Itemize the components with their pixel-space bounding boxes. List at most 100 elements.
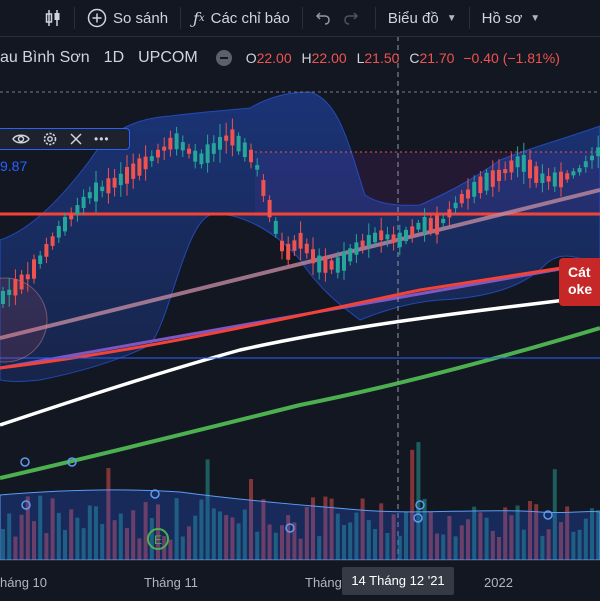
volume-bar: [565, 506, 570, 560]
candle-body: [335, 257, 340, 273]
candle-body: [125, 166, 129, 184]
ellipse-drawing[interactable]: [0, 277, 48, 363]
gear-icon[interactable]: [42, 131, 58, 147]
redo-button[interactable]: [337, 0, 365, 36]
candle-body: [490, 170, 495, 187]
event-markers[interactable]: [20, 457, 553, 533]
ma-white: [0, 294, 600, 427]
symbol-legend: au Bình Sơn 1D UPCOM O22.00 H22.00 L21.5…: [0, 44, 600, 72]
candle-body: [317, 255, 322, 273]
candle-body: [577, 168, 582, 173]
volume-bar: [453, 536, 458, 560]
candle-body: [366, 235, 371, 247]
symbol-name[interactable]: au Bình Sơn: [0, 49, 90, 66]
volume-bar: [410, 449, 415, 560]
note-line-2: oke: [568, 281, 593, 297]
earnings-icon[interactable]: E: [147, 528, 169, 550]
candle-body: [56, 226, 61, 238]
volume-bar: [38, 495, 43, 560]
svg-text:E: E: [154, 533, 162, 547]
candle-body: [280, 240, 284, 252]
undo-button[interactable]: [309, 0, 337, 36]
volume-bar: [94, 506, 98, 560]
candle-body: [218, 136, 222, 150]
candles-icon: [45, 10, 60, 26]
volume-bar: [44, 533, 49, 560]
volume-bar: [583, 518, 588, 560]
volume-bar: [323, 496, 328, 560]
x-label: 2022: [484, 575, 513, 590]
volume-bar: [509, 515, 514, 560]
volume-bar: [459, 525, 464, 560]
candlesticks: [1, 118, 600, 309]
volume-bar: [379, 503, 384, 560]
indicators-label: Các chỉ báo: [210, 9, 290, 27]
volume-bar: [87, 505, 92, 560]
ma-green: [0, 326, 600, 480]
trend-line-pink[interactable]: [0, 188, 600, 340]
time-axis[interactable]: háng 10 Tháng 11 Tháng 2022 14 Tháng 12 …: [0, 560, 600, 601]
volume-bar: [286, 515, 291, 560]
x-label: Tháng 11: [144, 575, 198, 590]
volume-bars: [1, 442, 600, 560]
volume-bar: [149, 518, 154, 560]
candle-body: [242, 142, 247, 158]
compare-button[interactable]: So sánh: [81, 0, 174, 36]
candle-body: [323, 257, 328, 273]
volume-ma: [0, 489, 600, 561]
volume-bar: [224, 515, 229, 560]
candle-body: [459, 194, 464, 204]
close-icon[interactable]: [70, 133, 82, 145]
divider: [180, 7, 182, 29]
candle-body: [292, 240, 297, 251]
candle-body: [174, 133, 179, 150]
volume-bar: [435, 533, 439, 560]
candle-body: [106, 178, 111, 194]
chevron-down-icon: ▼: [446, 12, 457, 24]
candle-body: [559, 171, 563, 188]
volume-bar: [180, 536, 185, 560]
interval[interactable]: 1D: [103, 49, 125, 66]
volume-bar: [292, 522, 297, 560]
volume-bar: [515, 505, 520, 560]
volume-bar: [7, 513, 12, 560]
volume-bar: [137, 538, 142, 560]
divider: [74, 7, 75, 29]
volume-bar: [205, 459, 210, 560]
volume-bar: [404, 512, 408, 560]
profile-button[interactable]: Hồ sơ ▼: [476, 0, 547, 36]
volume-bar: [131, 510, 136, 560]
volume-bar: [571, 531, 576, 560]
text-note[interactable]: Cát oke: [559, 258, 600, 306]
candle-body: [273, 220, 278, 234]
candle-body: [391, 234, 396, 243]
volume-bar: [385, 532, 390, 560]
candle-body: [224, 135, 229, 141]
chevron-down-icon: ▼: [530, 12, 541, 24]
candle-body: [44, 244, 49, 257]
undo-icon: [315, 12, 330, 25]
volume-bar: [298, 538, 303, 560]
more-icon[interactable]: •••: [94, 132, 110, 146]
candle-body: [131, 163, 136, 179]
close-key: C: [409, 50, 420, 66]
eye-icon[interactable]: [12, 132, 30, 146]
volume-bar: [106, 467, 111, 560]
volume-bar: [354, 512, 359, 560]
volume-bar: [112, 520, 117, 560]
redo-icon: [344, 12, 358, 25]
volume-bar: [125, 528, 129, 560]
chart-type-button[interactable]: Biểu đồ ▼: [382, 0, 463, 36]
chart-style-button[interactable]: [0, 0, 68, 36]
close-value: 21.70: [419, 50, 455, 66]
candle-body: [25, 274, 30, 280]
candle-body: [137, 158, 142, 176]
candle-body: [410, 226, 415, 236]
minus-circle-icon[interactable]: [215, 50, 232, 66]
volume-bar: [447, 516, 452, 560]
volume-bar: [521, 529, 526, 560]
volume-bar: [75, 517, 80, 560]
volume-bar: [118, 513, 123, 560]
